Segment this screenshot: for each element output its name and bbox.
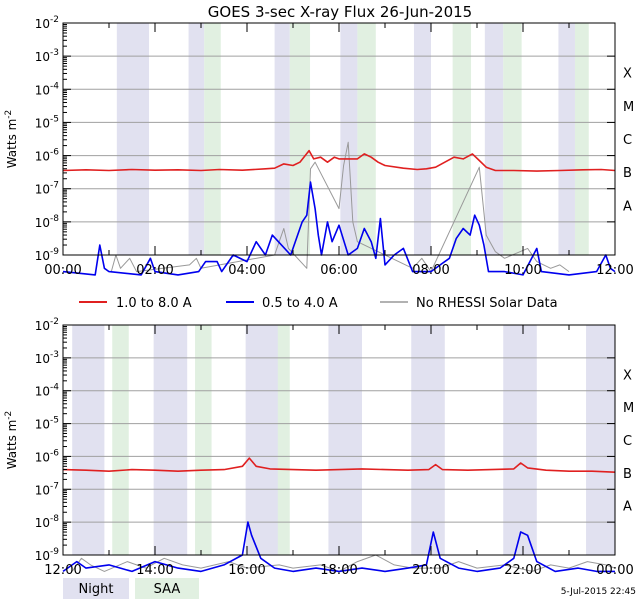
bottom-x-tick-label: 00:00 xyxy=(596,563,633,578)
top-night-band xyxy=(188,23,205,255)
top-y-tick-label: 10-6 xyxy=(35,148,60,164)
bottom-x-tick-label: 22:00 xyxy=(504,563,541,578)
top-saa-band xyxy=(503,23,522,255)
bottom-y-tick-label: 10-7 xyxy=(35,481,59,497)
bottom-y-tick-label: 10-8 xyxy=(35,514,60,530)
top-class-labels: A B C M X xyxy=(623,67,634,215)
bottom-night-band xyxy=(328,325,362,555)
bottom-series xyxy=(62,457,616,573)
bottom-y-tick-label: 10-3 xyxy=(35,350,59,366)
top-y-axis-label: Watts m-2 xyxy=(4,110,19,169)
top-series-rhessi xyxy=(110,141,570,273)
top-night-band xyxy=(558,23,575,255)
bottom-night-band xyxy=(503,325,537,555)
top-series-short xyxy=(62,181,616,276)
bottom-y-tick-label: 10-4 xyxy=(35,383,60,399)
bottom-night-bands xyxy=(72,325,615,555)
bottom-class-label: A xyxy=(623,500,632,515)
top-class-label: A xyxy=(623,199,632,214)
saa-label: SAA xyxy=(154,582,181,597)
top-class-label: C xyxy=(623,133,632,148)
bottom-series-short xyxy=(62,521,615,573)
bottom-x-tick-label: 12:00 xyxy=(44,563,81,578)
legend-label-long: 1.0 to 8.0 A xyxy=(116,296,192,311)
bottom-y-axis-label: Watts m-2 xyxy=(4,411,19,470)
chart-title: GOES 3-sec X-ray Flux 26-Jun-2015 xyxy=(208,3,472,21)
top-y-tick-label: 10-8 xyxy=(35,214,60,230)
legend-label-rhessi: No RHESSI Solar Data xyxy=(416,296,558,311)
bottom-x-tick-label: 14:00 xyxy=(136,563,173,578)
top-x-tick-label: 04:00 xyxy=(228,263,265,278)
top-y-tick-label: 10-5 xyxy=(35,114,59,130)
top-x-ticks: 00:00 02:00 04:00 06:00 08:00 10:00 12:00 xyxy=(44,23,634,278)
bottom-saa-bands xyxy=(112,325,290,555)
bottom-x-tick-label: 20:00 xyxy=(412,563,449,578)
top-saa-band xyxy=(204,23,221,255)
top-x-tick-label: 02:00 xyxy=(136,263,173,278)
top-y-tick-label: 10-2 xyxy=(35,15,59,31)
saa-swatch xyxy=(135,578,199,599)
top-night-band xyxy=(274,23,290,255)
top-panel: 10-9 10-8 10-7 10-6 10-5 10-4 10-3 10-2 00:00 02… xyxy=(4,15,634,278)
top-y-tick-label: 10-3 xyxy=(35,48,59,64)
top-saa-bands xyxy=(204,23,589,255)
top-x-tick-label: 08:00 xyxy=(412,263,449,278)
region-legend: Night SAA xyxy=(63,578,199,599)
top-saa-band xyxy=(452,23,472,255)
top-x-tick-label: 10:00 xyxy=(504,263,541,278)
top-y-tick-label: 10-9 xyxy=(35,247,60,263)
bottom-class-label: B xyxy=(623,467,632,482)
top-y-tick-label: 10-7 xyxy=(35,181,59,197)
top-night-bands xyxy=(116,23,575,255)
night-swatch xyxy=(63,578,129,599)
series-legend: 1.0 to 8.0 A 0.5 to 4.0 A No RHESSI Sola… xyxy=(79,296,558,311)
bottom-saa-band xyxy=(112,325,129,555)
top-night-band xyxy=(116,23,150,255)
top-night-band xyxy=(413,23,431,255)
top-y-tick-label: 10-4 xyxy=(35,81,60,97)
bottom-class-labels: A B C M X xyxy=(623,368,634,514)
bottom-night-band xyxy=(245,325,280,555)
top-night-band xyxy=(340,23,358,255)
bottom-panel: 10-9 10-8 10-7 10-6 10-5 10-4 10-3 10-2 12:00 14… xyxy=(4,317,634,578)
bottom-y-tick-label: 10-5 xyxy=(35,416,59,432)
bottom-y-tick-label: 10-2 xyxy=(35,317,59,333)
bottom-saa-band xyxy=(277,325,290,555)
top-class-label: B xyxy=(623,166,632,181)
legend-label-short: 0.5 to 4.0 A xyxy=(262,296,338,311)
top-saa-band xyxy=(289,23,311,255)
bottom-night-band xyxy=(72,325,105,555)
bottom-y-tick-label: 10-9 xyxy=(35,547,60,563)
bottom-x-ticks: 12:00 14:00 16:00 18:00 20:00 22:00 00:00 xyxy=(44,325,634,578)
generated-timestamp: 5-Jul-2015 22:45 xyxy=(561,587,636,597)
bottom-class-label: X xyxy=(623,368,632,383)
bottom-class-label: C xyxy=(623,434,632,449)
bottom-night-band xyxy=(411,325,445,555)
top-night-band xyxy=(484,23,504,255)
bottom-x-tick-label: 16:00 xyxy=(228,563,265,578)
bottom-class-label: M xyxy=(623,401,634,416)
bottom-night-band xyxy=(586,325,615,555)
bottom-gridlines xyxy=(63,357,615,523)
top-saa-band xyxy=(574,23,589,255)
top-x-tick-label: 12:00 xyxy=(596,263,633,278)
bottom-x-tick-label: 18:00 xyxy=(320,563,357,578)
night-label: Night xyxy=(79,582,114,597)
top-series-long xyxy=(62,149,616,172)
bottom-night-band xyxy=(153,325,188,555)
top-saa-band xyxy=(357,23,376,255)
top-x-tick-label: 06:00 xyxy=(320,263,357,278)
top-class-label: M xyxy=(623,100,634,115)
top-series xyxy=(62,141,616,276)
bottom-series-long xyxy=(62,457,616,473)
top-gridlines xyxy=(63,55,615,223)
bottom-saa-band xyxy=(195,325,212,555)
top-class-label: X xyxy=(623,67,632,82)
bottom-y-tick-label: 10-6 xyxy=(35,448,60,464)
top-x-tick-label: 00:00 xyxy=(44,263,81,278)
